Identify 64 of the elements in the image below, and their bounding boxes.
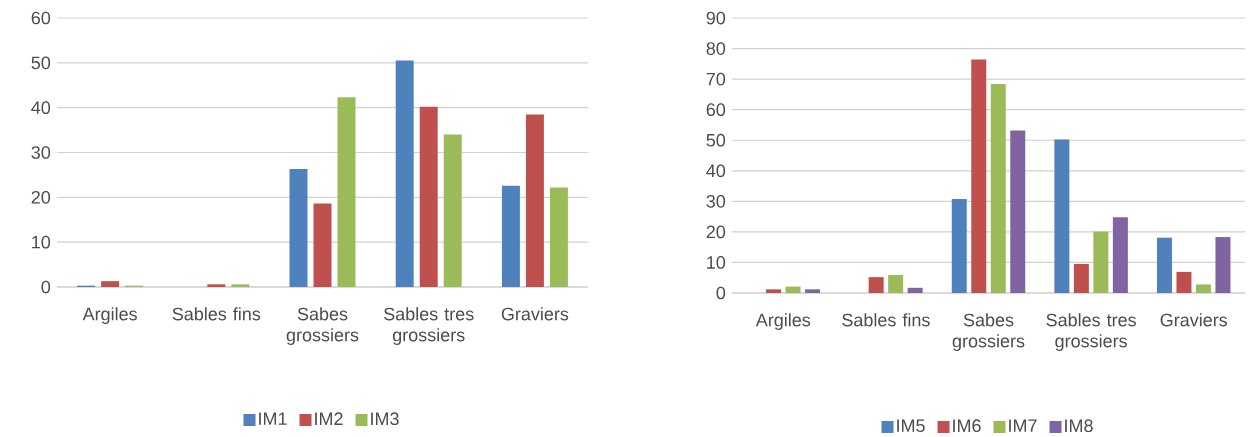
y-tick-label: 60 <box>31 11 51 25</box>
bar <box>395 60 414 287</box>
bar <box>1215 237 1231 293</box>
x-tick-label: Sables tres grossiers <box>1046 313 1136 351</box>
x-tick-label: Sables fins <box>842 313 930 327</box>
bar <box>101 281 120 287</box>
y-tick-label: 50 <box>706 133 726 147</box>
bar <box>419 106 438 287</box>
bar <box>990 84 1006 293</box>
bar <box>907 287 923 293</box>
legend-label: IM6 <box>953 419 981 433</box>
bar <box>1195 284 1211 293</box>
y-tick-label: 0 <box>716 286 726 300</box>
y-tick-label: 50 <box>31 56 51 70</box>
y-tick-label: 60 <box>706 103 726 117</box>
legend-label: IM2 <box>315 412 343 425</box>
x-tick-label: Sables tres grossiers <box>383 307 474 345</box>
x-tick-label: Graviers <box>1160 313 1228 327</box>
bar <box>231 284 250 287</box>
bar <box>443 134 462 287</box>
y-tick-label: 20 <box>31 190 51 204</box>
bar <box>1093 231 1109 293</box>
bar <box>805 289 821 293</box>
y-tick-label: 30 <box>706 194 726 208</box>
x-tick-label: Graviers <box>501 307 569 321</box>
bar <box>1010 130 1026 293</box>
y-tick-label: 40 <box>706 164 726 178</box>
y-tick-label: 30 <box>31 146 51 159</box>
x-tick-label: Sabes grossiers <box>286 307 359 345</box>
bar <box>766 289 782 293</box>
y-tick-label: 10 <box>707 256 726 269</box>
bar <box>1073 263 1089 293</box>
y-tick-label: 40 <box>31 101 51 115</box>
x-tick-label: Sabes grossiers <box>952 313 1025 351</box>
legend-label: IM8 <box>1065 419 1093 433</box>
y-tick-label: 80 <box>706 42 726 55</box>
bar <box>888 274 904 293</box>
x-tick-label: Sables fins <box>172 307 261 321</box>
y-tick-label: 20 <box>706 225 726 239</box>
bar <box>1054 139 1070 293</box>
y-tick-label: 90 <box>706 11 726 25</box>
bar <box>1176 271 1192 293</box>
bar <box>971 59 987 293</box>
legend-label: IM1 <box>259 412 287 425</box>
legend-label: IM3 <box>371 412 399 426</box>
bar <box>289 169 308 287</box>
bar <box>1156 237 1172 293</box>
bar <box>868 277 884 293</box>
y-tick-label: 0 <box>41 280 51 294</box>
bar <box>1112 217 1128 293</box>
x-tick-label: Argiles <box>755 313 811 330</box>
bar <box>207 284 226 287</box>
bar <box>313 203 332 287</box>
legend-label: IM7 <box>1009 419 1037 432</box>
bar <box>525 114 544 287</box>
bar <box>501 185 520 287</box>
bar <box>337 97 356 287</box>
legend-label: IM5 <box>897 419 925 433</box>
bar <box>549 187 568 287</box>
bar <box>785 286 801 293</box>
y-tick-label: 10 <box>32 235 51 249</box>
y-tick-label: 70 <box>706 72 726 86</box>
bar <box>951 198 967 293</box>
x-tick-label: Argiles <box>82 307 137 324</box>
